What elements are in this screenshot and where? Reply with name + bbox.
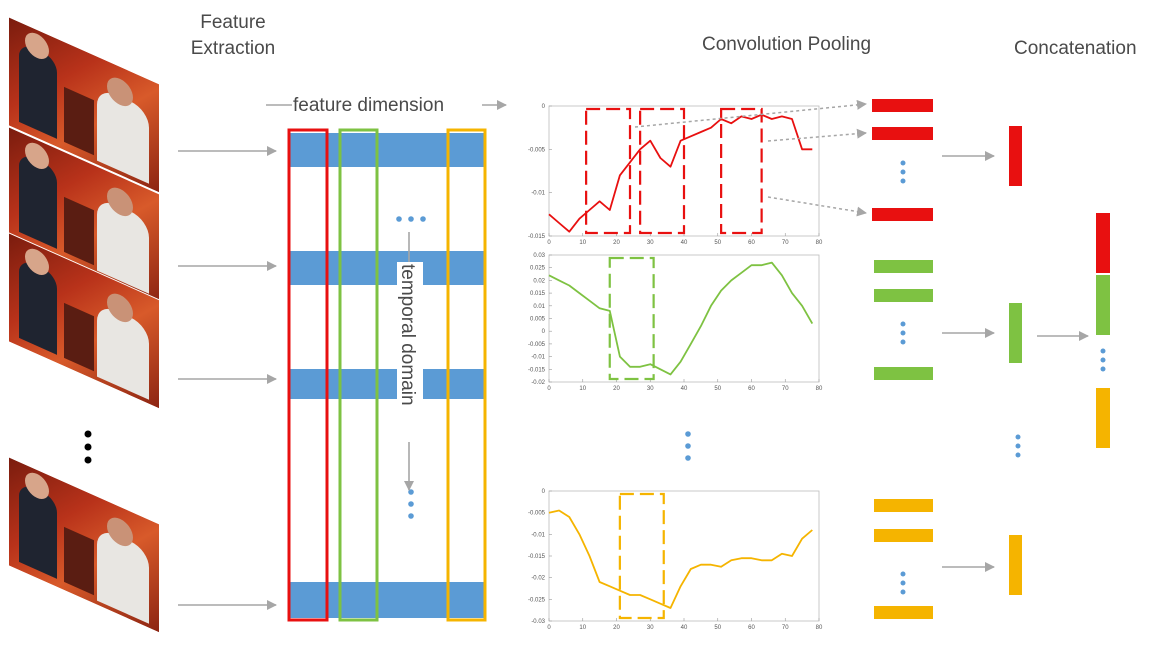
x-tick-label: 30 [647, 625, 654, 631]
x-tick-label: 60 [748, 625, 755, 631]
yellow-feature-chart: 0-0.005-0.01-0.015-0.02-0.025-0.030 10 20 3… [528, 489, 823, 631]
concatenation-label: Concatenation [1014, 38, 1137, 59]
feature-matrix [287, 128, 487, 622]
y-tick-label: -0.02 [531, 380, 545, 386]
chart-frame [548, 490, 820, 622]
x-tick-label: 50 [714, 240, 721, 246]
charts-ellipsis [685, 431, 691, 461]
chart-frame [548, 254, 820, 383]
x-tick-label: 80 [816, 240, 823, 246]
feature-extraction-line2: Extraction [190, 38, 276, 59]
matrix-ellipsis-horizontal [396, 216, 426, 222]
y-tick-label: -0.005 [528, 511, 546, 517]
series-line [548, 261, 814, 376]
pooling-window [585, 107, 632, 235]
y-tick-label: -0.005 [528, 342, 546, 348]
x-tick-label: 30 [647, 386, 654, 392]
frame-arrows [178, 146, 277, 610]
pooled-red [872, 99, 933, 221]
x-tick-label: 40 [681, 386, 688, 392]
y-tick-label: -0.015 [528, 554, 546, 560]
y-tick-label: 0.01 [533, 304, 545, 310]
x-tick-label: 0 [547, 625, 551, 631]
y-tick-label: -0.02 [531, 576, 545, 582]
pooled-green [874, 260, 933, 380]
pooled-yellow [874, 499, 933, 619]
y-tick-label: 0 [542, 104, 546, 110]
y-tick-label: 0 [542, 329, 546, 335]
vector-arrows [942, 151, 1089, 572]
y-tick-label: 0.015 [530, 291, 546, 297]
y-tick-label: -0.005 [528, 147, 546, 153]
x-tick-label: 10 [579, 240, 586, 246]
x-tick-label: 70 [782, 625, 789, 631]
y-tick-label: 0 [542, 489, 546, 495]
x-tick-label: 50 [714, 625, 721, 631]
matrix-ellipsis-vertical [408, 489, 414, 519]
pooled-yellow-ellipsis [900, 571, 906, 595]
concatenated-vector [1096, 213, 1110, 448]
x-tick-label: 50 [714, 386, 721, 392]
temporal-domain-label-bg [397, 262, 423, 442]
x-tick-label: 10 [579, 625, 586, 631]
y-tick-label: -0.01 [531, 355, 545, 361]
y-tick-label: -0.015 [528, 367, 546, 373]
y-tick-label: -0.01 [531, 532, 545, 538]
y-tick-label: -0.015 [528, 234, 546, 240]
y-tick-label: 0.025 [530, 266, 546, 272]
x-tick-label: 30 [647, 240, 654, 246]
x-tick-label: 10 [579, 386, 586, 392]
feature-row-4 [289, 582, 485, 618]
feature-extraction-label: Feature Extraction [178, 10, 288, 62]
feature-row-2 [289, 251, 485, 285]
green-feature-chart: 0.03 0.025 0.02 0.015 0.01 0.005 0 -0.005 -0.01 -… [528, 253, 823, 392]
x-tick-label: 0 [547, 240, 551, 246]
x-tick-label: 20 [613, 625, 620, 631]
series-line [548, 113, 813, 233]
vector-red [1009, 126, 1022, 186]
x-tick-label: 70 [782, 386, 789, 392]
pooled-green-ellipsis [900, 321, 906, 345]
x-tick-label: 60 [748, 386, 755, 392]
feature-column-green [338, 128, 379, 622]
x-tick-label: 60 [748, 240, 755, 246]
y-tick-label: -0.01 [531, 191, 545, 197]
pooling-arrows [634, 99, 867, 217]
y-tick-label: 0.005 [530, 317, 546, 323]
y-tick-label: -0.03 [531, 619, 545, 625]
y-tick-label: -0.025 [528, 597, 546, 603]
feature-extraction-line1: Feature [200, 12, 266, 33]
x-tick-label: 70 [782, 240, 789, 246]
feature-column-red [287, 128, 329, 622]
feature-column-yellow [446, 128, 487, 622]
y-tick-label: 0.02 [533, 278, 545, 284]
x-tick-label: 40 [681, 240, 688, 246]
x-tick-label: 20 [613, 240, 620, 246]
x-tick-label: 80 [816, 386, 823, 392]
x-tick-label: 80 [816, 625, 823, 631]
y-tick-label: 0.03 [533, 253, 545, 259]
pooling-window [639, 107, 686, 235]
frames-ellipsis [84, 430, 92, 464]
feature-dimension-label: feature dimension [293, 95, 444, 116]
convolution-pooling-label: Convolution Pooling [702, 34, 872, 55]
x-tick-label: 20 [613, 386, 620, 392]
vector-green [1009, 303, 1022, 363]
series-line [548, 509, 813, 609]
temporal-domain-label: temporal domain [397, 264, 418, 406]
feature-row-1 [289, 133, 485, 167]
pooling-window [608, 256, 655, 381]
pooling-window [618, 492, 665, 620]
pooled-red-ellipsis [900, 160, 906, 184]
x-tick-label: 0 [547, 386, 551, 392]
feature-row-3 [289, 369, 485, 399]
pooling-window [720, 107, 763, 235]
vectors-ellipsis [1015, 434, 1021, 458]
vector-yellow [1009, 535, 1022, 595]
x-tick-label: 40 [681, 625, 688, 631]
